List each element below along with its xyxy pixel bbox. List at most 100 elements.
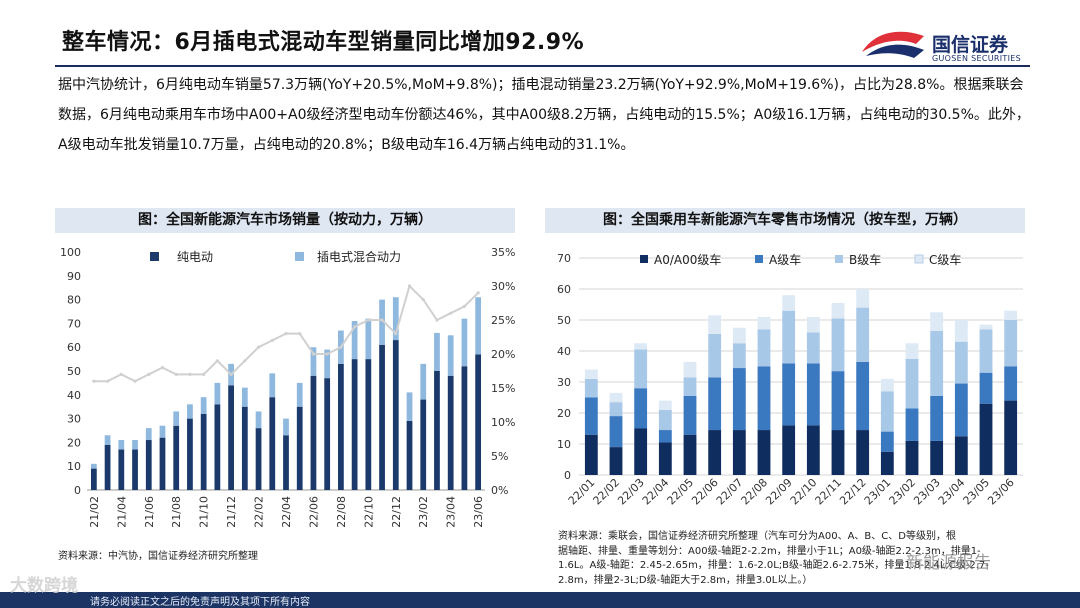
bar-bev [310, 375, 317, 490]
bar-a00 [584, 434, 598, 475]
x-tick-label: 22/08 [739, 476, 771, 508]
bar-b [708, 333, 722, 378]
bar-c [782, 295, 796, 311]
bar-c [658, 400, 672, 410]
bar-a [930, 395, 944, 441]
phev-share-point [284, 332, 288, 336]
y-tick-label: 10 [67, 460, 81, 473]
phev-share-point [133, 379, 137, 383]
x-tick-label: 21/08 [170, 496, 183, 528]
bar-phev [310, 347, 317, 376]
bar-b [905, 358, 919, 409]
phev-share-point [366, 318, 370, 322]
bar-b [1004, 320, 1018, 367]
phev-share-point [202, 372, 206, 376]
bar-phev [475, 297, 482, 355]
x-tick-label: 22/11 [813, 476, 845, 508]
phev-share-point [435, 318, 439, 322]
y-tick-label: 20 [67, 436, 81, 449]
bar-a [634, 388, 648, 429]
bar-a [880, 431, 894, 452]
y-tick-label: 40 [557, 345, 571, 358]
bar-bev [269, 397, 276, 490]
legend-label: B级车 [849, 252, 881, 267]
bar-a00 [806, 425, 820, 475]
bar-bev [214, 404, 221, 490]
bar-c [708, 315, 722, 334]
phev-share-point [421, 298, 425, 302]
bar-a [708, 377, 722, 431]
phev-share-point [215, 359, 219, 363]
x-tick-label: 22/12 [837, 476, 869, 508]
x-tick-label: 22/05 [665, 476, 697, 508]
bar-phev [461, 318, 468, 367]
bar-a00 [609, 447, 623, 475]
bar-bev [173, 425, 180, 490]
bar-bev [132, 449, 138, 490]
bar-phev [420, 363, 427, 400]
bar-bev [420, 399, 427, 490]
legend-label-phev: 插电式混合动力 [317, 249, 401, 264]
phev-share-point [188, 372, 192, 376]
bar-phev [283, 418, 289, 436]
footer-disclaimer: 请务必阅读正文之后的免责声明及其项下所有内容 [90, 597, 310, 608]
bar-a00 [856, 430, 870, 475]
bar-phev [406, 392, 413, 421]
x-tick-label: 22/10 [362, 496, 375, 528]
x-tick-label: 23/06 [472, 496, 485, 528]
guosen-logo [862, 31, 924, 58]
legend-label: A0/A00级车 [654, 252, 721, 267]
x-tick-label: 22/12 [390, 496, 403, 528]
x-tick-label: 22/06 [307, 496, 320, 528]
x-tick-label: 22/04 [640, 476, 672, 508]
y-tick-label: 10 [557, 438, 571, 451]
right-chart-source: 资料来源：乘联会，国信证券经济研究所整理（汽车可分为A00、A、B、C、D等级别… [558, 530, 989, 588]
legend-swatch [755, 255, 763, 263]
logo-navy-shape [866, 44, 924, 58]
bar-phev [379, 299, 385, 345]
source-line: 2.8m，排量2-3L;D级-轴距大于2.8m，排量3.0L以上。） [558, 574, 813, 586]
bar-bev [338, 363, 344, 490]
bar-a [732, 368, 746, 431]
x-tick-label: 22/03 [615, 476, 647, 508]
x-tick-label: 22/04 [280, 496, 293, 528]
bar-c [930, 312, 944, 331]
x-tick-label: 21/04 [115, 496, 128, 528]
phev-share-point [92, 379, 96, 383]
phev-share-point [256, 345, 261, 349]
bar-bev [379, 344, 385, 490]
x-tick-label: 23/03 [911, 476, 943, 508]
bar-bev [228, 385, 234, 490]
bar-phev [145, 428, 152, 441]
bar-phev [132, 440, 138, 450]
bar-bev [324, 378, 331, 490]
legend-swatch [914, 254, 924, 264]
bar-c [954, 320, 968, 342]
bar-bev [296, 406, 303, 490]
bar-a [806, 363, 820, 426]
logo-text: 国信证券 [932, 34, 1009, 56]
x-tick-label: 22/02 [253, 496, 266, 528]
bar-b [757, 329, 771, 367]
y2-tick-label: 0% [491, 484, 508, 497]
phev-share-point [105, 379, 110, 383]
bar-c [634, 343, 648, 350]
phev-share-point [380, 318, 384, 322]
x-tick-label: 22/02 [591, 476, 623, 508]
bar-phev [296, 382, 303, 407]
bar-phev [90, 463, 97, 469]
x-tick-label: 22/08 [335, 496, 348, 528]
bar-a [954, 383, 968, 437]
bar-c [584, 369, 598, 379]
bar-bev [255, 428, 262, 490]
x-tick-label: 21/10 [198, 496, 211, 528]
bar-bev [365, 359, 372, 490]
bar-phev [214, 382, 221, 405]
bar-phev [434, 332, 440, 371]
bar-bev [118, 449, 125, 490]
phev-share-point [353, 325, 357, 329]
phev-share-point [339, 345, 343, 349]
bar-c [856, 289, 870, 308]
x-tick-label: 23/05 [961, 476, 993, 508]
bar-b [634, 349, 648, 389]
